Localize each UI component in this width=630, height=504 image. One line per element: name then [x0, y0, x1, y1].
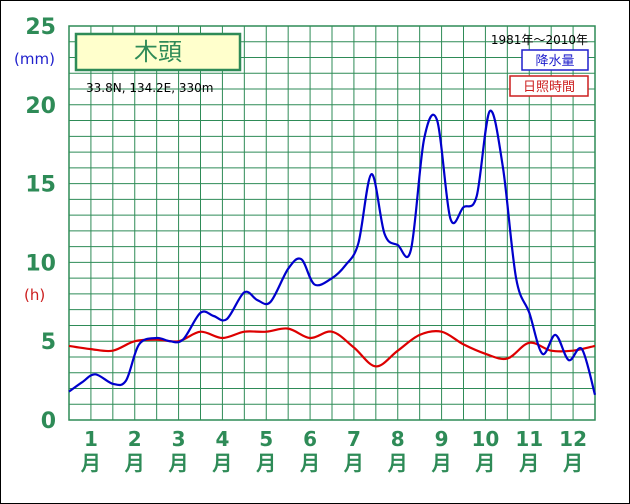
y-tick-label: 15 — [25, 173, 56, 198]
x-tick-number: 6 — [303, 427, 317, 451]
series-line-sunshine — [68, 327, 596, 368]
x-tick-number: 2 — [128, 427, 142, 451]
x-tick-number: 4 — [215, 427, 229, 451]
grid-lines — [69, 26, 595, 420]
y-unit-h: (h) — [24, 286, 45, 304]
series-line-precipitation — [68, 109, 597, 396]
x-tick-number: 8 — [391, 427, 405, 451]
station-name: 木頭 — [134, 38, 182, 66]
y-tick-label: 10 — [25, 251, 56, 276]
x-tick-month-char: 月 — [387, 451, 408, 475]
x-tick-number: 9 — [435, 427, 449, 451]
station-coords: 33.8N, 134.2E, 330m — [86, 81, 213, 95]
legend-sun-box — [509, 75, 589, 97]
y-tick-label: 25 — [25, 15, 56, 40]
legend-rain-label: 降水量 — [535, 54, 574, 69]
legend-sun-label: 日照時間 — [523, 80, 575, 95]
x-tick-number: 5 — [259, 427, 273, 451]
y-tick-labels: 0 5 10 15 20 25 — [25, 15, 56, 434]
y-unit-mm: (mm) — [14, 50, 55, 68]
y-tick-label: 0 — [41, 409, 56, 434]
x-tick-number: 1 — [84, 427, 98, 451]
x-tick-number: 11 — [515, 427, 543, 451]
y-tick-label: 5 — [41, 330, 56, 355]
period-label: 1981年～2010年 — [491, 33, 588, 47]
x-tick-month-char: 月 — [211, 451, 232, 475]
x-tick-month-char: 月 — [431, 451, 452, 475]
legend-rain-box — [521, 49, 589, 71]
x-tick-month-char: 月 — [343, 451, 364, 475]
y-tick-label: 20 — [25, 94, 56, 119]
x-tick-number: 7 — [347, 427, 361, 451]
x-tick-month-char: 月 — [299, 451, 320, 475]
x-tick-number: 12 — [559, 427, 587, 451]
x-tick-month-char: 月 — [474, 451, 495, 475]
x-tick-month-char: 月 — [562, 451, 583, 475]
x-tick-month-char: 月 — [168, 451, 189, 475]
x-tick-month-char: 月 — [255, 451, 276, 475]
x-tick-month-char: 月 — [518, 451, 539, 475]
x-tick-month-char: 月 — [124, 451, 145, 475]
station-name-box — [74, 32, 242, 72]
x-tick-month-char: 月 — [80, 451, 101, 475]
x-tick-number: 10 — [471, 427, 499, 451]
x-tick-number: 3 — [172, 427, 186, 451]
